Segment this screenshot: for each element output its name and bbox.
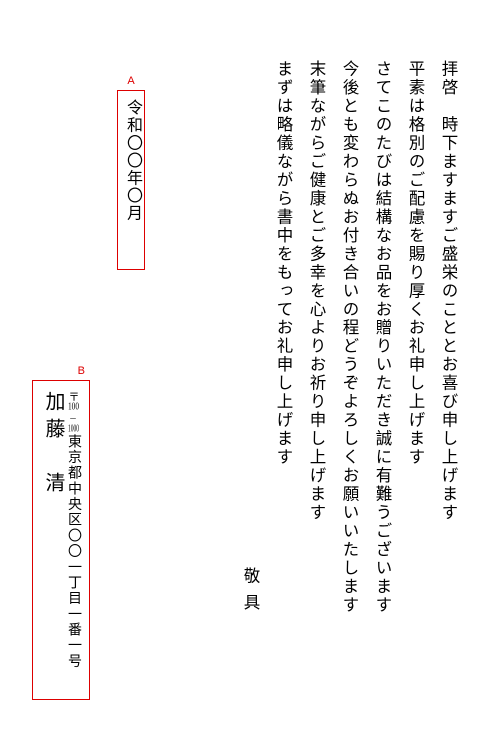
postal-code: 〒100–1000 (67, 391, 79, 434)
letter-body: 拝啓 時下ますますご盛栄のこととお喜び申し上げます 平素は格別のご配慮を賜り厚く… (267, 60, 465, 620)
date-text: 令和〇〇年〇月 (118, 91, 144, 222)
date-box: A 令和〇〇年〇月 (117, 90, 145, 270)
sender-name: 加藤 清 (39, 391, 68, 509)
postal-mark: 〒 (67, 391, 79, 402)
box-b-label: B (78, 365, 85, 377)
closing-word: 敬具 (234, 567, 267, 620)
letter-line: 平素は格別のご配慮を賜り厚くお礼申し上げます (399, 60, 432, 620)
postal-top: 100 (68, 402, 79, 412)
letter-line: 拝啓 時下ますますご盛栄のこととお喜び申し上げます (432, 60, 465, 620)
sender-box: B 〒100–1000東京都中央区〇〇一丁目一番一号 加藤 清 (32, 380, 90, 700)
name-column: 加藤 清 (39, 391, 68, 691)
letter-line: まずは略儀ながら書中をもってお礼申し上げます (267, 60, 300, 620)
letter-line: さてこのたびは結構なお品をお贈りいただき誠に有難うございます (366, 60, 399, 620)
address-text: 東京都中央区〇〇一丁目一番一号 (66, 434, 81, 669)
postal-bottom: 1000 (68, 424, 79, 434)
letter-line: 末筆ながらご健康とご多幸を心よりお祈り申し上げます (300, 60, 333, 620)
box-a-label: A (127, 75, 134, 87)
letter-line: 今後とも変わらぬお付き合いの程どうぞよろしくお願いいたします (333, 60, 366, 620)
